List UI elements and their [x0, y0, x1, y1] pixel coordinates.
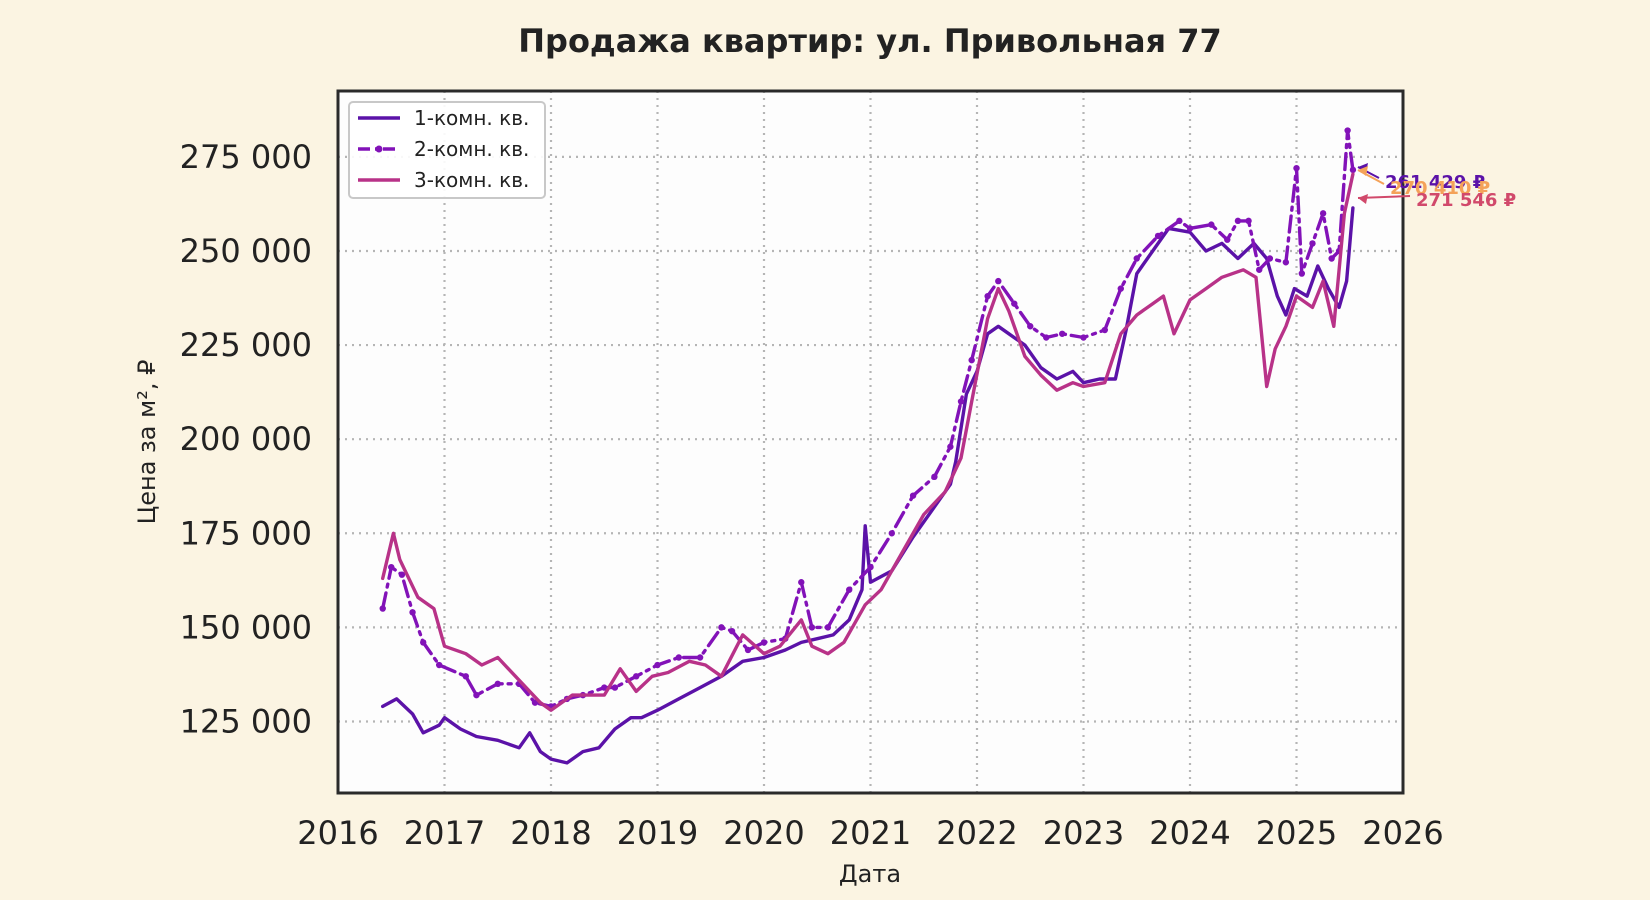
- x-tick-label: 2026: [1362, 814, 1443, 852]
- grid: [338, 91, 1403, 793]
- series-marker: [654, 661, 661, 669]
- series-marker: [1117, 285, 1124, 292]
- x-axis-ticks: 2016 2017 2018 2019 2020 2021 2022 2023 2024 2025…: [297, 814, 1443, 852]
- series-marker: [398, 571, 406, 578]
- legend-box: [348, 101, 546, 199]
- annotation-arrowhead: [1358, 166, 1368, 176]
- x-tick-label: 2022: [936, 814, 1017, 852]
- series-marker: [744, 646, 752, 654]
- series-marker: [909, 492, 917, 499]
- series-marker: [957, 398, 965, 405]
- x-tick-label: 2024: [1149, 814, 1230, 852]
- legend-entry: 3-комн. кв.: [414, 168, 529, 192]
- annotation-label: 271 546 ₽: [1416, 190, 1516, 211]
- series-marker: [1080, 334, 1087, 341]
- series-marker: [984, 292, 991, 300]
- series-marker: [601, 684, 608, 691]
- annotations: 261 429 ₽270 410 ₽271 546 ₽: [1357, 163, 1516, 211]
- series-line-1: [381, 206, 1355, 765]
- series-marker: [1245, 217, 1252, 225]
- legend-entry: 1-комн. кв.: [414, 106, 529, 130]
- series-marker: [1011, 300, 1018, 307]
- series-marker: [1282, 259, 1290, 266]
- series-marker: [1059, 330, 1066, 337]
- x-tick-label: 2019: [617, 814, 698, 852]
- y-tick-label: 275 000: [180, 138, 312, 176]
- series-marker: [1224, 236, 1231, 243]
- series-line-3: [381, 172, 1355, 712]
- series-marker: [718, 624, 725, 631]
- series-marker: [611, 684, 619, 691]
- series-marker: [675, 654, 682, 661]
- series-marker: [633, 673, 640, 680]
- series-marker: [1298, 270, 1306, 277]
- x-tick-label: 2021: [830, 814, 911, 852]
- chart-title: Продажа квартир: ул. Привольная 77: [518, 22, 1222, 60]
- legend-entry: 2-комн. кв.: [414, 137, 529, 161]
- y-tick-label: 200 000: [180, 420, 312, 458]
- series-marker: [1043, 334, 1050, 341]
- series-marker: [808, 624, 816, 631]
- series-marker: [1256, 266, 1263, 273]
- annotation-arrowhead: [1358, 194, 1368, 204]
- series-marker: [1133, 255, 1140, 262]
- y-axis-ticks: 125 000 150 000 175 000 200 000 225 000 250 0…: [180, 138, 312, 741]
- series-marker: [388, 563, 395, 571]
- y-tick-label: 150 000: [180, 608, 312, 646]
- series-marker: [1154, 232, 1162, 240]
- series-marker: [995, 277, 1002, 285]
- series-marker: [1027, 323, 1034, 330]
- series-marker: [846, 586, 853, 593]
- legend-marker: [375, 145, 383, 153]
- series-marker: [728, 627, 736, 635]
- annotation-label: 270 410 ₽: [1390, 178, 1490, 199]
- annotation-label: 261 429 ₽: [1385, 172, 1485, 193]
- series-marker: [1309, 240, 1316, 247]
- y-tick-label: 175 000: [180, 514, 312, 552]
- series-marker: [379, 605, 386, 612]
- x-tick-label: 2018: [510, 814, 591, 852]
- series-marker: [1344, 127, 1351, 134]
- plot-frame: [336, 89, 1405, 795]
- series-marker: [947, 443, 954, 450]
- y-axis-label: Цена за м², ₽: [133, 360, 161, 525]
- series-marker: [435, 661, 443, 669]
- x-axis-label: Дата: [839, 860, 901, 888]
- y-tick-label: 125 000: [180, 702, 312, 740]
- series-marker: [409, 609, 416, 616]
- series-marker: [1349, 166, 1357, 174]
- series-marker: [798, 579, 805, 586]
- series-marker: [1234, 217, 1242, 225]
- series-marker: [1293, 164, 1300, 172]
- series-marker: [1319, 210, 1327, 217]
- series-marker: [494, 680, 501, 688]
- series-marker: [968, 356, 975, 364]
- x-tick-label: 2025: [1256, 814, 1337, 852]
- series-marker: [1186, 225, 1194, 232]
- series-marker: [696, 654, 704, 661]
- x-tick-label: 2016: [297, 814, 378, 852]
- x-tick-label: 2017: [404, 814, 485, 852]
- series-marker: [473, 691, 480, 699]
- series-marker: [824, 624, 832, 631]
- series-marker: [888, 530, 895, 537]
- series-marker: [931, 473, 938, 481]
- y-tick-label: 225 000: [180, 326, 312, 364]
- x-tick-label: 2023: [1043, 814, 1124, 852]
- series-marker: [462, 673, 469, 680]
- series-marker: [1208, 221, 1215, 228]
- series-marker: [1176, 217, 1183, 225]
- series-marker: [1328, 255, 1335, 262]
- series-marker: [760, 639, 768, 646]
- x-tick-label: 2020: [723, 814, 804, 852]
- series-marker: [1101, 326, 1109, 334]
- series-group: [379, 127, 1357, 765]
- series-marker: [1266, 255, 1274, 262]
- series-marker: [867, 563, 874, 571]
- y-tick-label: 250 000: [180, 232, 312, 270]
- series-marker: [420, 639, 427, 646]
- legend: 1-комн. кв. 2-комн. кв. 3-комн. кв.: [348, 101, 546, 199]
